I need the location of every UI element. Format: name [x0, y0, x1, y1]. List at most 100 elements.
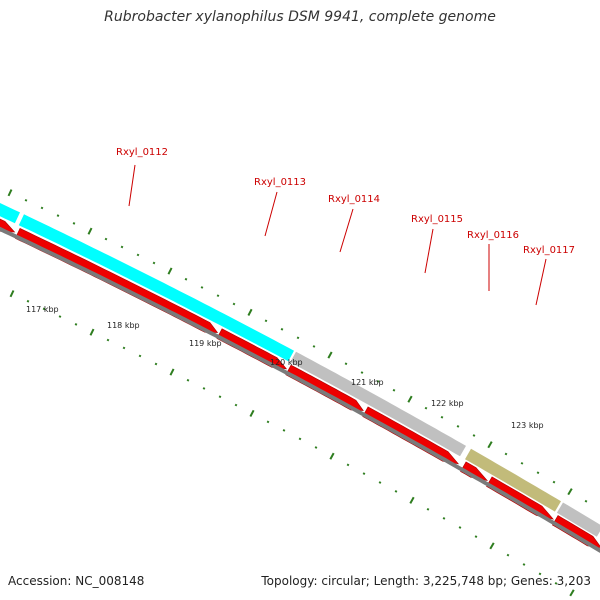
- kbp-label: 123 kbp: [511, 421, 544, 430]
- map-title: Rubrobacter xylanophilus DSM 9941, compl…: [104, 9, 496, 25]
- gene-leader-line: [424, 228, 434, 274]
- gene-label-leaders: [128, 164, 547, 306]
- kbp-label: 121 kbp: [351, 378, 384, 387]
- minor-tick: [26, 299, 30, 303]
- minor-tick: [442, 517, 446, 520]
- minor-tick: [392, 388, 396, 392]
- minor-tick: [152, 261, 156, 265]
- minor-tick: [458, 526, 462, 529]
- minor-tick: [202, 387, 206, 390]
- major-tick: [87, 227, 93, 235]
- minor-tick: [584, 499, 588, 503]
- minor-tick: [520, 461, 524, 465]
- kbp-label: 120 kbp: [270, 358, 303, 367]
- accession-text: Accession: NC_008148: [8, 574, 145, 588]
- minor-tick: [472, 434, 476, 437]
- minor-tick: [344, 362, 348, 366]
- minor-tick: [394, 490, 398, 493]
- minor-tick: [298, 437, 302, 441]
- minor-tick: [136, 253, 140, 257]
- minor-tick: [42, 307, 46, 311]
- minor-tick: [474, 535, 478, 539]
- minor-tick: [536, 471, 540, 475]
- minor-tick: [426, 507, 430, 511]
- minor-tick: [264, 319, 268, 323]
- feature-band-olive: [465, 448, 561, 512]
- feature-band-cyan: [18, 214, 295, 362]
- minor-tick: [456, 424, 460, 428]
- major-tick: [567, 488, 573, 496]
- minor-tick: [504, 452, 508, 456]
- minor-tick: [314, 446, 318, 449]
- minor-tick: [120, 245, 124, 249]
- kbp-labels: 117 kbp 118 kbp 119 kbp 120 kbp 121 kbp 122 k…: [26, 305, 544, 430]
- major-tick: [247, 308, 253, 316]
- gene-leader-line: [339, 208, 354, 253]
- minor-tick: [106, 338, 110, 342]
- kbp-label: 122 kbp: [431, 399, 464, 408]
- cds-arrow: [14, 227, 219, 333]
- minor-tick: [440, 415, 444, 419]
- minor-tick: [378, 481, 382, 484]
- minor-tick: [506, 553, 510, 557]
- minor-tick: [554, 581, 558, 585]
- feature-band-grey: [290, 351, 466, 457]
- kbp-label: 119 kbp: [189, 339, 222, 348]
- minor-tick: [218, 395, 222, 399]
- gene-leader-line: [128, 164, 136, 207]
- major-tick: [489, 542, 495, 550]
- gene-label: Rxyl_0117: [523, 245, 575, 256]
- minor-tick: [24, 198, 28, 202]
- gene-leader-line: [264, 191, 278, 237]
- outer-tick-marks: [7, 189, 588, 503]
- gene-label: Rxyl_0115: [411, 214, 463, 225]
- kbp-label: 118 kbp: [107, 321, 140, 330]
- gene-label: Rxyl_0113: [254, 177, 306, 188]
- minor-tick: [376, 380, 380, 383]
- genome-backbone-line: [0, 226, 600, 553]
- minor-tick: [74, 323, 78, 326]
- minor-tick: [200, 286, 204, 289]
- minor-tick: [138, 354, 142, 358]
- feature-band-left: [0, 203, 20, 224]
- minor-tick: [362, 472, 366, 476]
- minor-tick: [346, 463, 350, 467]
- major-tick: [7, 189, 13, 197]
- minor-tick: [232, 302, 236, 306]
- minor-tick: [312, 345, 316, 348]
- minor-tick: [234, 403, 238, 407]
- major-tick: [407, 395, 413, 403]
- inner-tick-marks: [9, 290, 575, 597]
- major-tick: [89, 328, 95, 336]
- major-tick: [329, 452, 335, 460]
- minor-tick: [522, 563, 526, 566]
- minor-tick: [40, 206, 44, 210]
- gene-leader-line: [535, 258, 547, 306]
- minor-tick: [154, 362, 158, 366]
- major-tick: [409, 496, 415, 504]
- minor-tick: [266, 420, 270, 424]
- minor-tick: [72, 222, 76, 225]
- minor-tick: [360, 371, 364, 374]
- minor-tick: [424, 406, 428, 410]
- major-tick: [487, 441, 493, 449]
- feature-band-grey-right: [556, 502, 600, 537]
- minor-tick: [186, 378, 190, 382]
- major-tick: [249, 409, 255, 417]
- minor-tick: [296, 336, 300, 340]
- minor-tick: [184, 277, 188, 281]
- gene-label: Rxyl_0116: [467, 230, 519, 241]
- topology-summary-text: Topology: circular; Length: 3,225,748 bp…: [261, 574, 591, 588]
- gene-labels: Rxyl_0112 Rxyl_0113 Rxyl_0114 Rxyl_0115 Rxyl…: [116, 147, 575, 256]
- feature-bands: [0, 203, 600, 537]
- major-tick: [9, 290, 15, 298]
- gene-label: Rxyl_0114: [328, 194, 380, 205]
- minor-tick: [538, 572, 542, 576]
- major-tick: [569, 589, 575, 597]
- minor-tick: [552, 480, 556, 484]
- minor-tick: [122, 346, 126, 350]
- minor-tick: [280, 327, 284, 331]
- major-tick: [327, 351, 333, 359]
- kbp-label: 117 kbp: [26, 305, 59, 314]
